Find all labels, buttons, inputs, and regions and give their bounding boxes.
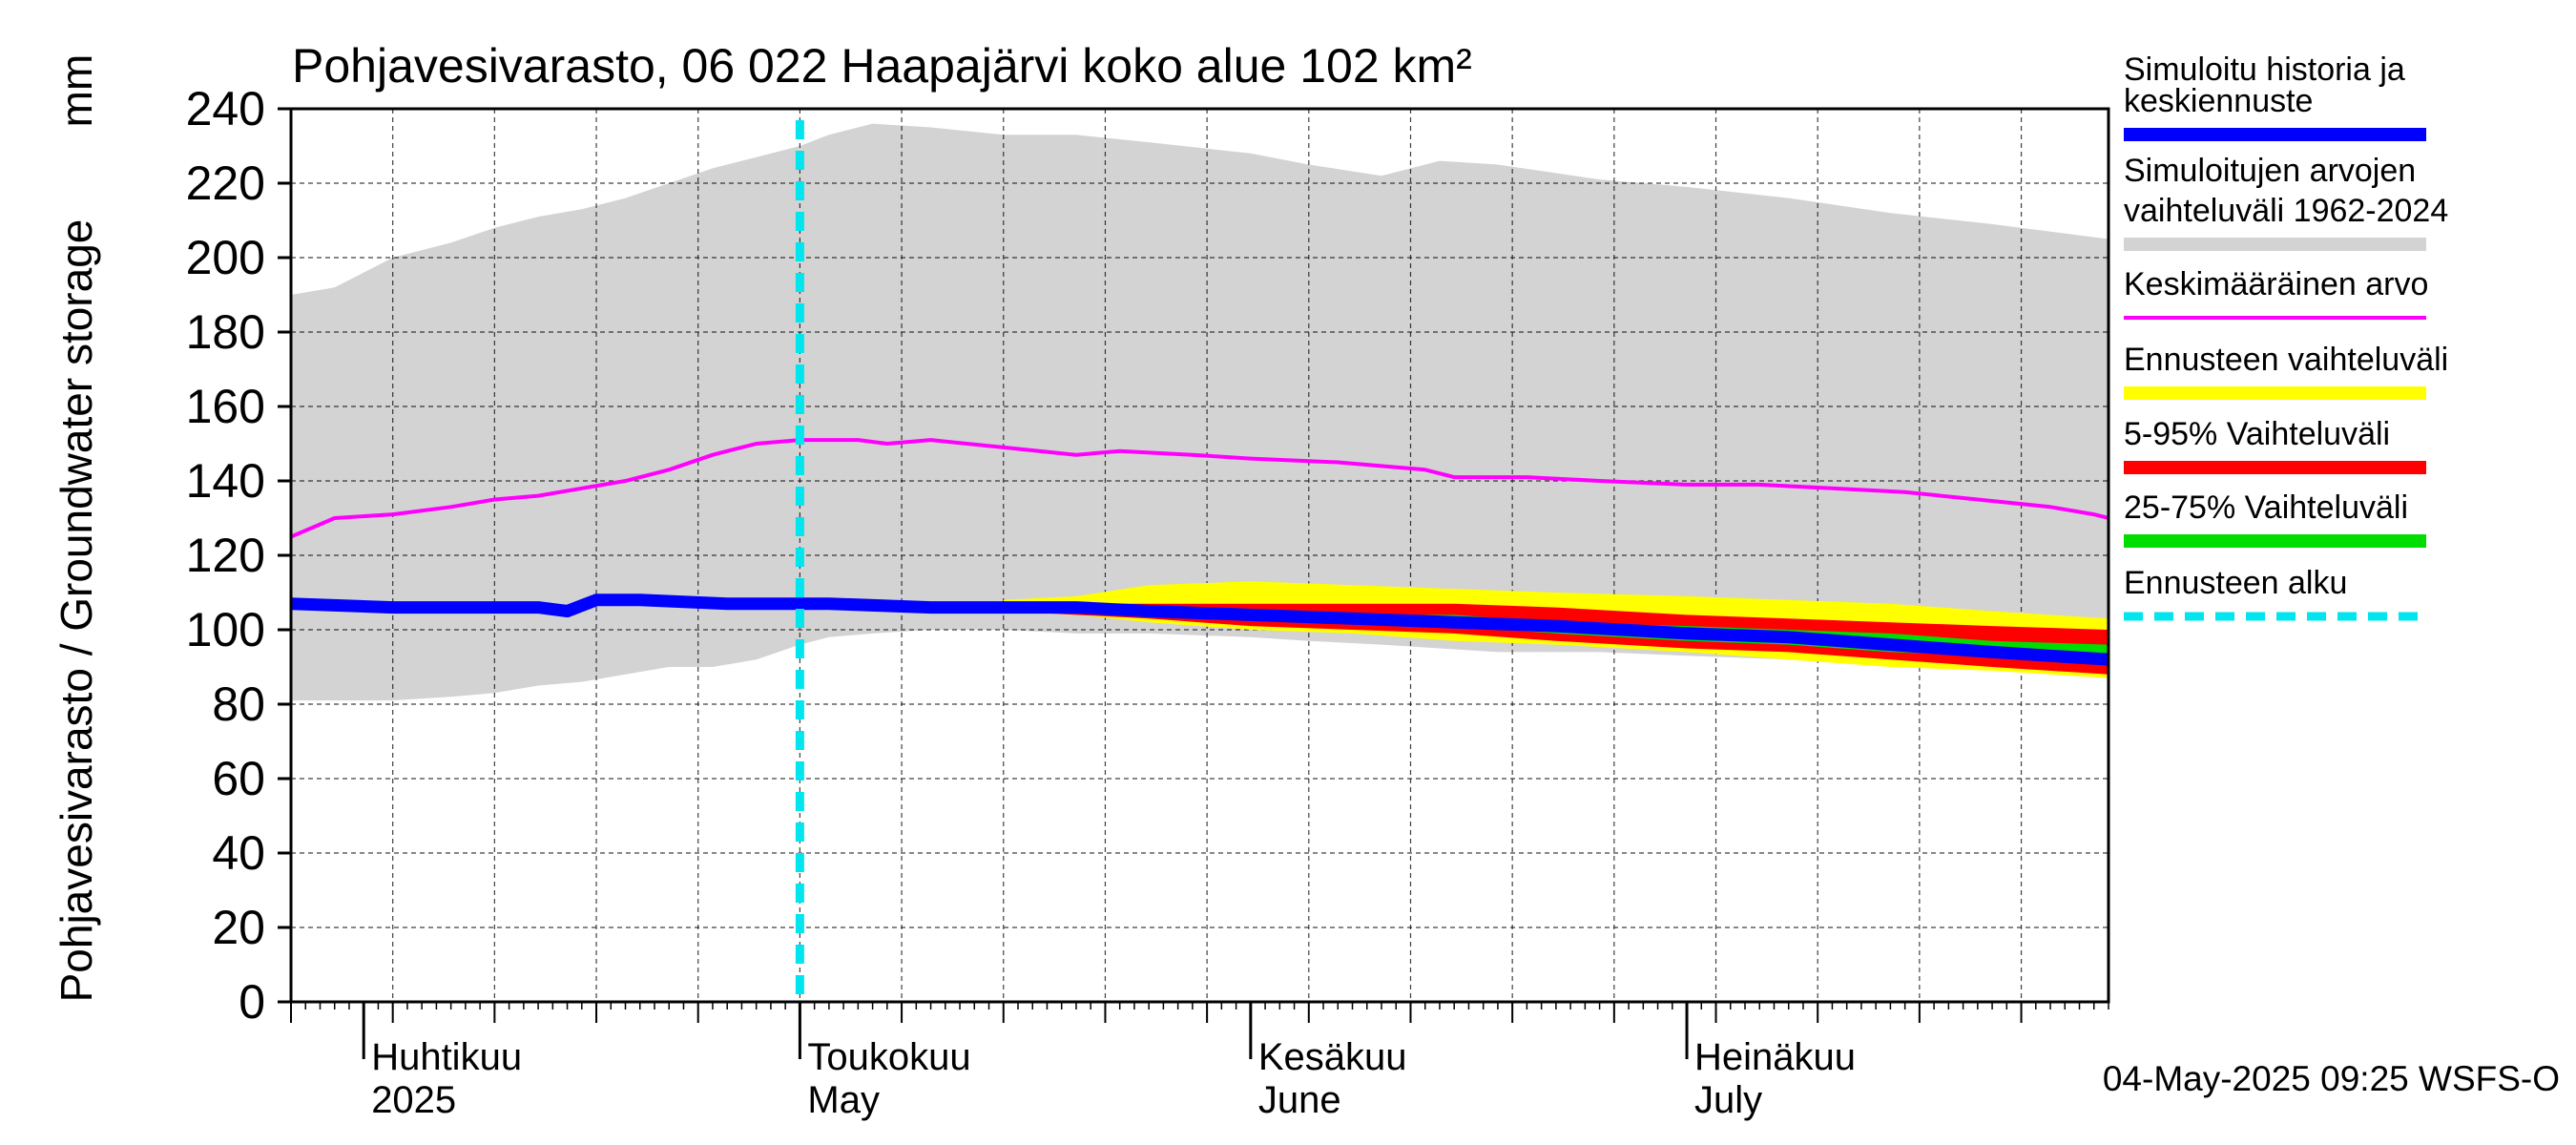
x-month-sublabel: 2025 [371, 1079, 456, 1121]
legend-label: 25-75% Vaihteluväli [2124, 489, 2408, 526]
legend-label: Ennusteen vaihteluväli [2124, 342, 2448, 378]
legend-label-line2: vaihteluväli 1962-2024 [2124, 193, 2448, 229]
forecast-median-line [997, 601, 2109, 666]
y-tick-label: 100 [186, 603, 265, 656]
simulated-range-band [291, 123, 2109, 701]
y-axis-ticks: 0 20 40 60 80 100 120 140 160 180 200 220 240 [186, 82, 291, 1029]
legend-label: Simuloitu historia ja [2124, 52, 2405, 88]
plot-content [291, 109, 2109, 1002]
x-month-sublabel: July [1694, 1079, 1762, 1121]
legend-label: Ennusteen alku [2124, 565, 2347, 601]
plot-area [289, 107, 2110, 1004]
y-tick-label: 160 [186, 380, 265, 433]
y-tick-label: 0 [239, 975, 265, 1029]
y-tick-label: 60 [212, 752, 265, 805]
y-tick-label: 40 [212, 826, 265, 880]
y-tick-label: 120 [186, 529, 265, 582]
x-month-label: Kesäkuu [1258, 1036, 1407, 1078]
y-axis-label: Pohjavesivarasto / Groundwater storage [52, 219, 101, 1003]
x-month-label: Huhtikuu [371, 1036, 522, 1078]
y-tick-label: 140 [186, 454, 265, 508]
history-line [291, 593, 1010, 617]
y-tick-label: 180 [186, 305, 265, 359]
y-tick-label: 200 [186, 231, 265, 284]
legend-label-line2: keskiennuste [2124, 83, 2313, 119]
chart-title: Pohjavesivarasto, 06 022 Haapajärvi koko… [292, 39, 1472, 93]
y-tick-label: 240 [186, 82, 265, 135]
x-month-label: Heinäkuu [1694, 1036, 1856, 1078]
y-tick-label: 20 [212, 901, 265, 954]
x-month-label: Toukokuu [807, 1036, 970, 1078]
legend-label: Simuloitujen arvojen [2124, 153, 2416, 189]
x-month-sublabel: May [807, 1079, 880, 1121]
y-tick-label: 220 [186, 156, 265, 210]
timestamp-label: 04-May-2025 09:25 WSFS-O [2103, 1059, 2560, 1098]
y-tick-label: 80 [212, 677, 265, 731]
mean-line [291, 438, 2109, 539]
x-month-sublabel: June [1258, 1079, 1341, 1121]
legend-label: Keskimääräinen arvo [2124, 266, 2428, 302]
legend-label: 5-95% Vaihteluväli [2124, 416, 2390, 452]
y-axis-unit: mm [52, 54, 101, 128]
